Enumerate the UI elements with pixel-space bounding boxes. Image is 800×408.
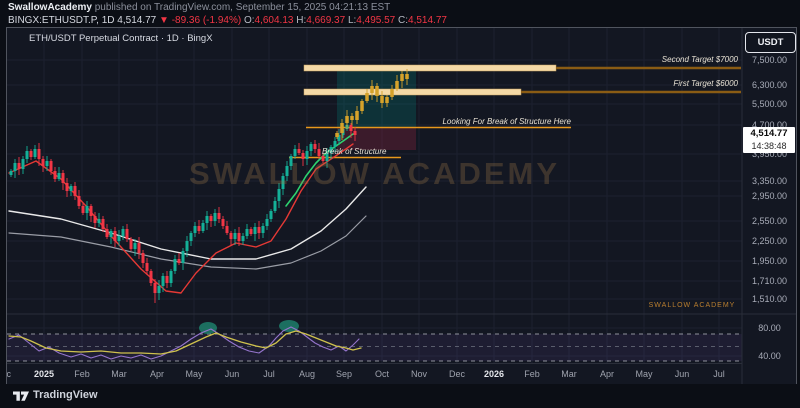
chart-canvas[interactable] [7, 28, 796, 385]
pane-separators [7, 28, 796, 385]
annotation-looking-for-bos: Looking For Break of Structure Here [442, 117, 571, 126]
tradingview-brand-link[interactable]: TradingView [33, 389, 98, 401]
time-axis-label: Mar [111, 369, 127, 379]
change-text: ▼ -89.36 (-1.94%) [159, 15, 242, 26]
price-axis-label: 7,500.00 [751, 55, 788, 65]
ohlc-value: 4,514.77 [408, 15, 447, 26]
ohlc-value: 4,495.57 [356, 15, 396, 26]
oscillator-pane [7, 320, 742, 362]
price-axis-label: 2,250.00 [751, 236, 788, 246]
time-axis[interactable]: Dec 2025 Feb Mar Apr May Jun Jul Aug Sep Oct Nov Dec… [7, 363, 742, 386]
time-axis-label: Apr [599, 369, 615, 379]
ohlc-label: L: [345, 15, 357, 26]
price-axis-label: 3,350.00 [751, 176, 788, 186]
time-axis-label: Sep [335, 369, 353, 379]
projected-candles [335, 69, 409, 140]
grid-lines [7, 28, 742, 363]
price-axis-label: 3,950.00 [751, 149, 788, 159]
price-axis-label: 4,700.00 [751, 120, 788, 130]
published-line: SwallowAcademy published on TradingView.… [8, 2, 792, 14]
snapshot-footer: TradingView [0, 384, 800, 408]
price-axis-label: 40.00 [758, 351, 781, 361]
time-axis-label: Aug [298, 369, 316, 379]
time-axis-label: Nov [410, 369, 428, 379]
price-axis-label: 2,550.00 [751, 216, 788, 226]
annotation-second-target: Second Target $7000 [661, 55, 738, 64]
time-axis-label: Jun [674, 369, 690, 379]
last-price: 4,514.77 [117, 15, 157, 26]
time-axis-label: Feb [524, 369, 540, 379]
bar-countdown: 14:38:48 [751, 141, 787, 151]
price-axis-label: 2,950.00 [751, 191, 788, 201]
ohlc-value: 4,669.37 [306, 15, 346, 26]
time-axis-label: May [185, 369, 203, 379]
time-axis-label: Feb [74, 369, 90, 379]
author-link[interactable]: SwallowAcademy [8, 2, 92, 13]
last-price-tag: 4,514.77 14:38:48 [743, 127, 795, 153]
time-axis-label: Jul [263, 369, 275, 379]
chart-frame: SWALLOW ACADEMY ETH/USDT Perpetual Contr… [6, 27, 797, 386]
ohlc-label: H: [293, 15, 307, 26]
ohlc-label: O: [243, 15, 255, 26]
time-axis-label: Jun [224, 369, 240, 379]
price-axis-label: 1,950.00 [751, 256, 788, 266]
time-axis-label: Dec [448, 369, 466, 379]
annotation-break-of-structure: Break of Structure [322, 147, 387, 156]
time-axis-label: Apr [149, 369, 165, 379]
snapshot-header: SwallowAcademy published on TradingView.… [8, 2, 792, 27]
candlestick-series [9, 116, 357, 303]
tradingview-logo-icon [13, 391, 29, 401]
time-axis-label: May [635, 369, 653, 379]
time-axis-label: 2026 [483, 369, 505, 379]
symbol-text: BINGX:ETHUSDT.P, 1D [8, 15, 115, 26]
chart-watermark: SWALLOW ACADEMY [188, 156, 561, 191]
price-axis-label: 1,710.00 [751, 276, 788, 286]
published-text: published on TradingView.com, September … [94, 2, 391, 13]
time-axis-label: Dec [7, 369, 11, 379]
symbol-line: BINGX:ETHUSDT.P, 1D 4,514.77 ▼ -89.36 (-… [8, 15, 792, 27]
time-axis-label: Oct [374, 369, 390, 379]
indicator-watermark: SWALLOW ACADEMY [648, 302, 736, 309]
last-price-value: 4,514.77 [750, 128, 788, 139]
price-axis-label: 6,300.00 [751, 80, 788, 90]
chart-title: ETH/USDT Perpetual Contract · 1D · BingX [29, 33, 213, 44]
currency-toggle-button[interactable]: USDT [745, 32, 796, 53]
price-axis-label: 5,500.00 [751, 99, 788, 109]
price-axis-label: 80.00 [758, 323, 781, 333]
ohlc-values: O:4,604.13 H:4,669.37 L:4,495.57 C:4,514… [244, 15, 447, 26]
time-axis-label: Jul [713, 369, 725, 379]
ohlc-label: C: [395, 15, 409, 26]
time-axis-label: Mar [561, 369, 577, 379]
price-axis[interactable]: 7,500.00 6,300.00 5,500.00 4,700.00 3,950.00… [743, 28, 796, 363]
ohlc-value: 4,604.13 [254, 15, 294, 26]
price-axis-label: 1,510.00 [751, 294, 788, 304]
time-axis-label: 2025 [33, 369, 55, 379]
annotation-first-target: First Target $6000 [673, 79, 738, 88]
